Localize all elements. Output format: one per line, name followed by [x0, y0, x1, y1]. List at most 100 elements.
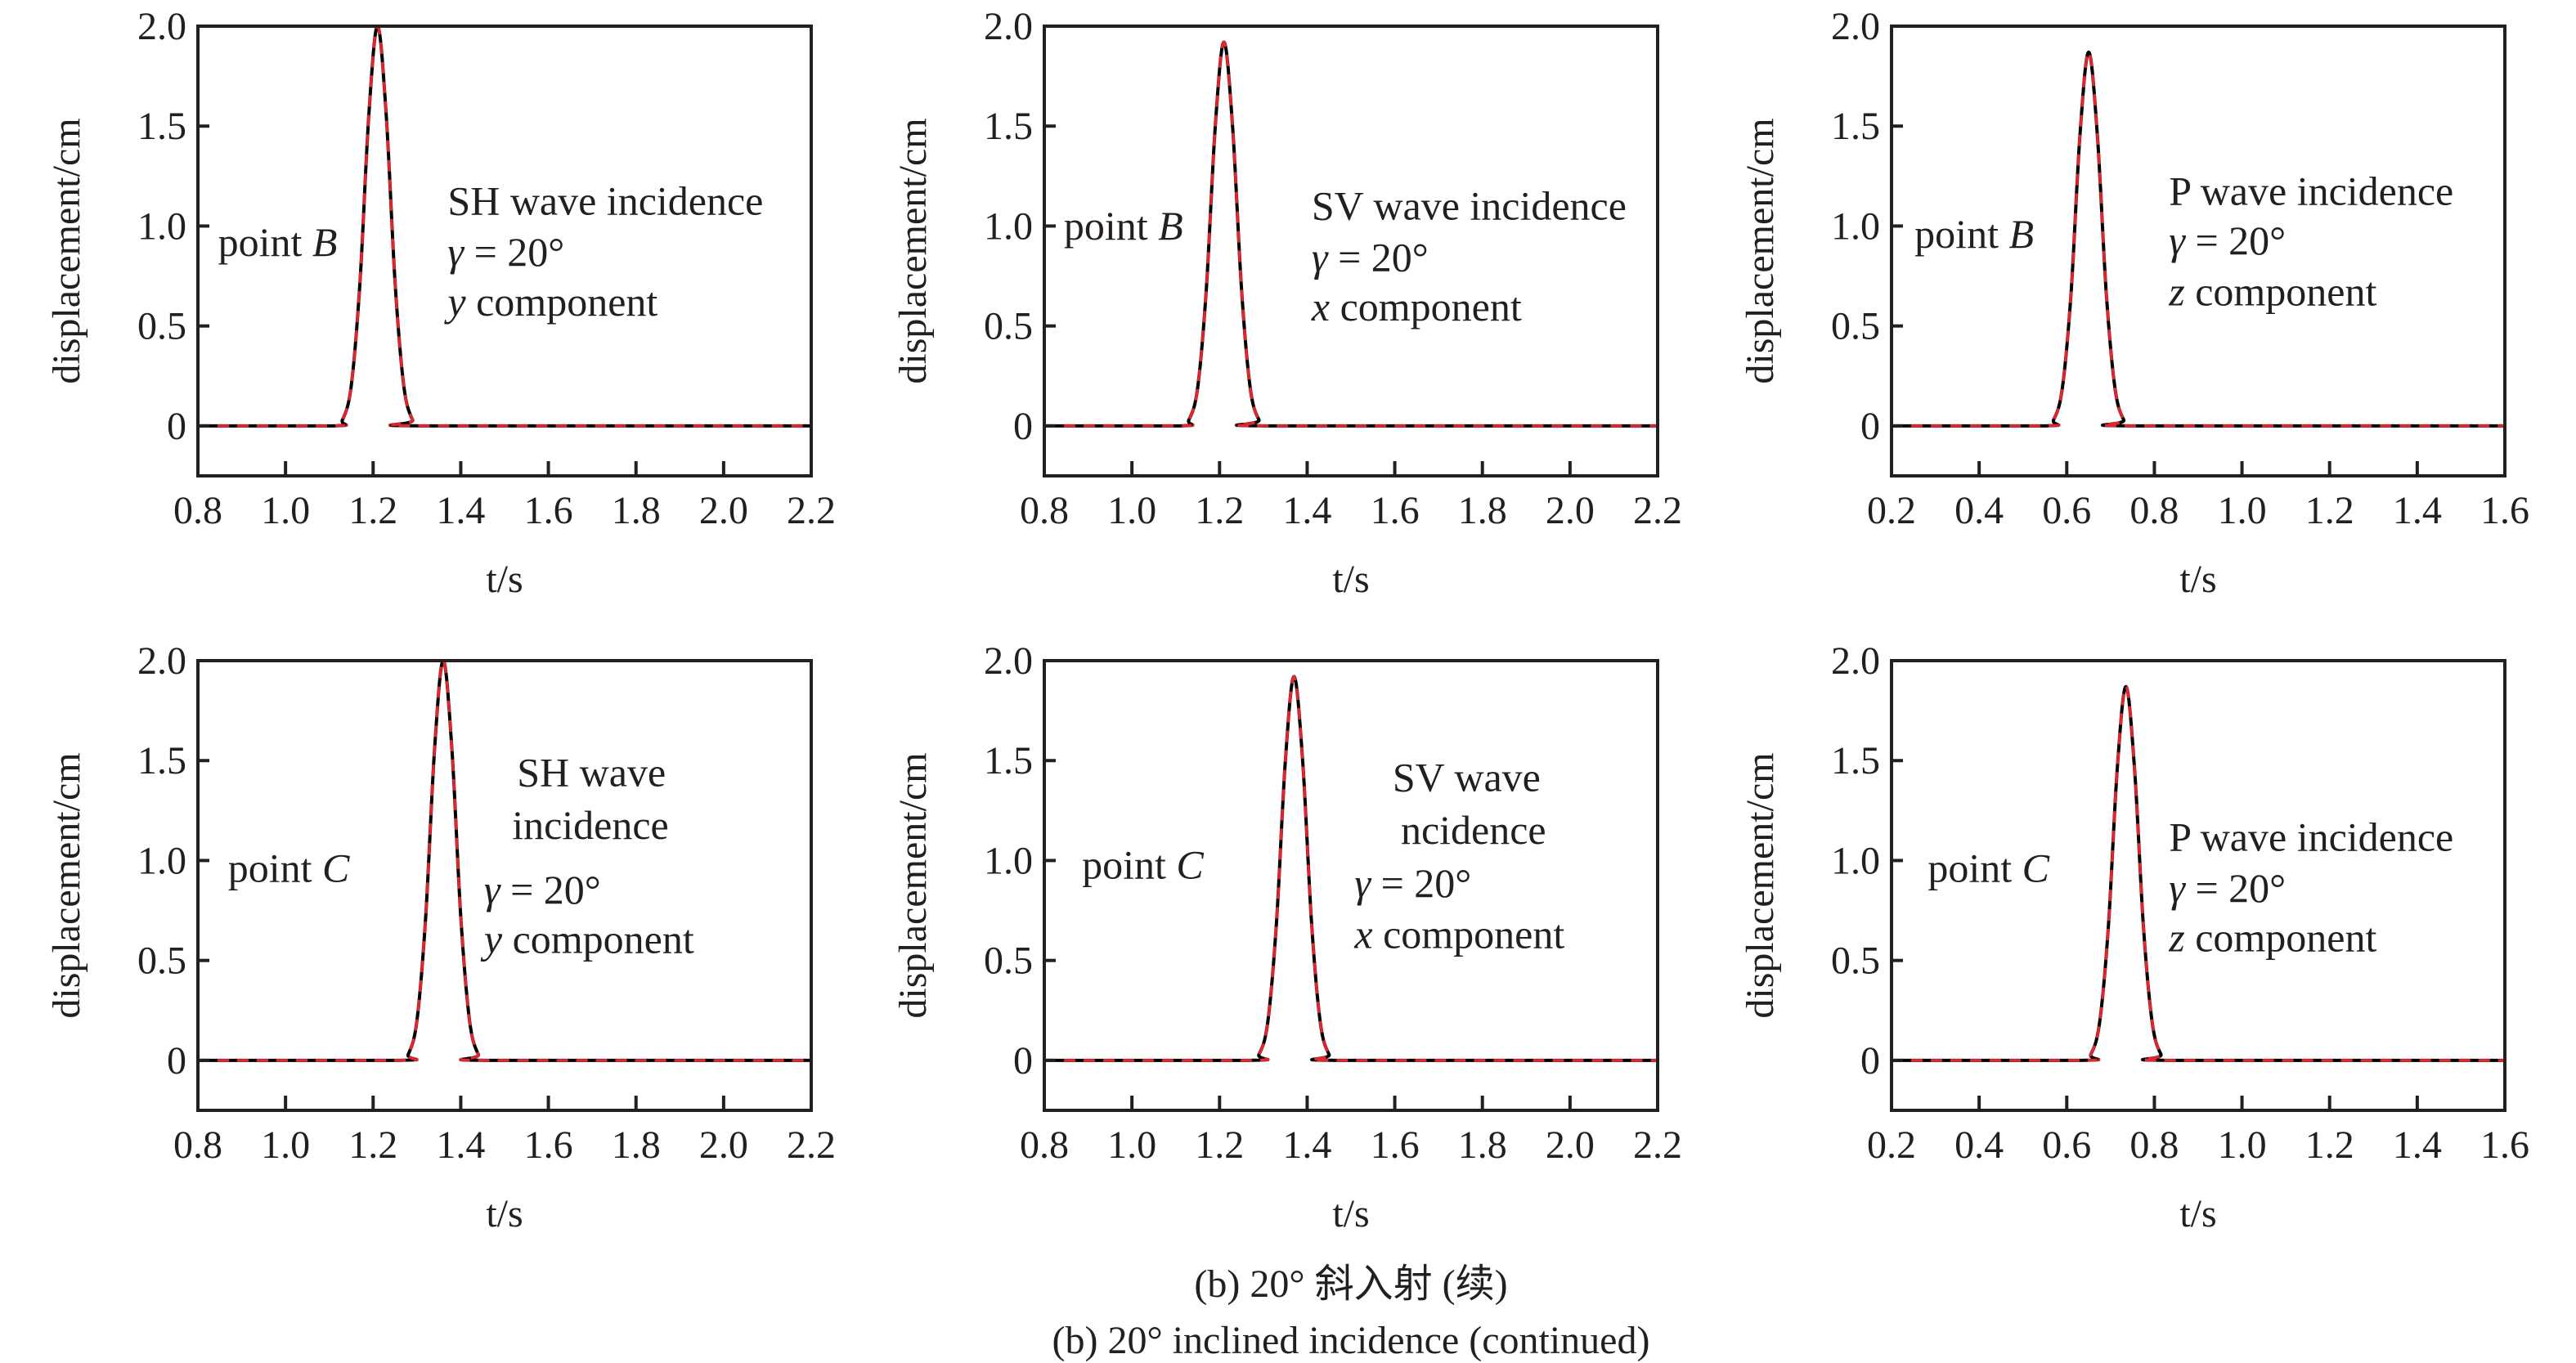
y-tick-label: 0 — [1013, 1039, 1033, 1083]
y-axis-label: displacement/cm — [891, 752, 935, 1018]
annotation-line: SV wave — [1393, 755, 1541, 800]
y-tick-label: 1.5 — [984, 739, 1033, 782]
x-tick-label: 1.0 — [1107, 489, 1156, 532]
x-tick-label: 1.0 — [261, 1123, 310, 1167]
x-tick-label: 1.4 — [436, 1123, 485, 1167]
y-tick-label: 0 — [167, 405, 186, 448]
x-tick-label: 2.2 — [787, 489, 836, 532]
x-tick-label: 0.6 — [2042, 489, 2091, 532]
chart-panel-6: 0 0.5 1.0 1.5 2.0 0.2 0.4 0.6 0.8 1.0 1.2 1.4 1.6 dis… — [1739, 639, 2529, 1235]
x-tick-label: 1.0 — [2218, 489, 2267, 532]
x-axis-label: t/s — [2179, 1192, 2216, 1235]
x-tick-label: 1.6 — [1371, 489, 1420, 532]
y-tick-label: 0 — [1860, 1039, 1880, 1083]
panels: 0 0.5 1.0 1.5 2.0 0.8 1.0 1.2 1.4 1.6 1.8 2.0 2.2 dis… — [45, 5, 2529, 1235]
x-axis-label: t/s — [1332, 558, 1369, 601]
x-tick-label: 0.8 — [2129, 1123, 2179, 1167]
x-tick-label: 1.6 — [524, 1123, 573, 1167]
annotation-line: γ = 20° — [447, 229, 564, 275]
annotation-line: γ = 20° — [1312, 234, 1429, 280]
x-tick-label: 1.4 — [1282, 489, 1331, 532]
annotation-line: SH wave — [517, 750, 666, 796]
annotation-line: SH wave incidence — [447, 178, 763, 224]
y-tick-label: 2.0 — [137, 639, 186, 683]
x-tick-label: 0.8 — [1020, 1123, 1069, 1167]
x-tick-label: 0.8 — [173, 1123, 222, 1167]
annotation-line: P wave incidence — [2169, 814, 2453, 859]
annotation-line: y component — [480, 917, 694, 962]
y-tick-label: 2.0 — [984, 5, 1033, 48]
x-tick-label: 1.2 — [2305, 1123, 2354, 1167]
point-label: point B — [1064, 203, 1183, 249]
x-axis-label: t/s — [486, 558, 523, 601]
x-tick-label: 0.4 — [1954, 489, 2004, 532]
x-tick-label: 2.2 — [1633, 1123, 1682, 1167]
chart-panel-2: 0 0.5 1.0 1.5 2.0 0.8 1.0 1.2 1.4 1.6 1.8 2.0 2.2 dis… — [891, 5, 1682, 601]
annotation-line: γ = 20° — [2169, 217, 2286, 263]
x-axis-label: t/s — [486, 1192, 523, 1235]
series-line-dashed — [1892, 51, 2505, 428]
y-tick-label: 0.5 — [137, 939, 186, 983]
x-tick-label: 1.6 — [2480, 489, 2529, 532]
x-tick-label: 0.8 — [1020, 489, 1069, 532]
y-tick-label: 1.0 — [1831, 204, 1880, 248]
y-tick-label: 0 — [167, 1039, 186, 1083]
series-line-dashed — [198, 25, 811, 428]
y-tick-label: 2.0 — [1831, 639, 1880, 683]
x-tick-label: 2.2 — [1633, 489, 1682, 532]
annotation-line: γ = 20° — [2169, 865, 2286, 911]
y-tick-label: 1.0 — [137, 839, 186, 882]
point-label: point C — [1082, 842, 1204, 888]
x-axis-label: t/s — [2179, 558, 2216, 601]
y-axis-label: displacement/cm — [1739, 118, 1782, 383]
series-line-solid — [1043, 675, 1658, 1062]
point-label: point C — [228, 845, 350, 891]
x-tick-label: 0.4 — [1954, 1123, 2004, 1167]
plot-frame — [196, 659, 813, 1112]
x-tick-label: 1.0 — [261, 489, 310, 532]
x-tick-label: 2.0 — [699, 489, 748, 532]
annotation-line: y component — [443, 279, 657, 325]
y-tick-label: 1.5 — [137, 739, 186, 782]
x-tick-label: 1.4 — [2393, 1123, 2442, 1167]
y-tick-label: 0 — [1860, 405, 1880, 448]
x-tick-label: 0.6 — [2042, 1123, 2091, 1167]
x-tick-label: 1.8 — [1458, 489, 1507, 532]
x-tick-label: 1.0 — [1107, 1123, 1156, 1167]
x-tick-label: 1.0 — [2218, 1123, 2267, 1167]
chart-panel-5: 0 0.5 1.0 1.5 2.0 0.8 1.0 1.2 1.4 1.6 1.8 2.0 2.2 dis… — [891, 639, 1682, 1235]
x-tick-label: 1.8 — [1458, 1123, 1507, 1167]
series-line-dashed — [197, 659, 811, 1062]
y-tick-label: 0.5 — [1831, 939, 1880, 983]
x-tick-label: 0.8 — [2129, 489, 2179, 532]
x-tick-label: 1.2 — [2305, 489, 2354, 532]
caption-chinese: (b) 20° 斜入射 (续) — [1194, 1262, 1507, 1306]
plot-frame — [1043, 25, 1659, 477]
x-tick-label: 1.6 — [524, 489, 573, 532]
y-tick-label: 0.5 — [984, 939, 1033, 983]
y-axis-label: displacement/cm — [45, 752, 88, 1018]
x-tick-label: 1.2 — [1195, 489, 1244, 532]
x-tick-label: 1.2 — [348, 489, 397, 532]
series-line-dashed — [1891, 685, 2505, 1062]
x-tick-label: 0.2 — [1867, 489, 1916, 532]
annotation-line: ncidence — [1401, 807, 1546, 853]
x-tick-label: 2.0 — [1546, 489, 1595, 532]
x-tick-label: 0.8 — [173, 489, 222, 532]
y-tick-label: 1.0 — [137, 204, 186, 248]
x-tick-label: 1.4 — [436, 489, 485, 532]
point-label: point B — [218, 219, 338, 265]
x-axis-label: t/s — [1332, 1192, 1369, 1235]
x-tick-label: 1.4 — [1282, 1123, 1331, 1167]
y-axis-label: displacement/cm — [45, 118, 88, 383]
annotation-line: x component — [1311, 284, 1522, 330]
y-axis-label: displacement/cm — [891, 118, 935, 383]
plot-frame — [196, 25, 813, 477]
chart-panel-3: 0 0.5 1.0 1.5 2.0 0.2 0.4 0.6 0.8 1.0 1.2 1.4 1.6 dis… — [1739, 5, 2529, 601]
annotation-line: z component — [2168, 915, 2376, 961]
y-tick-label: 2.0 — [984, 639, 1033, 683]
y-tick-label: 1.0 — [984, 839, 1033, 882]
y-tick-label: 1.5 — [1831, 105, 1880, 148]
y-axis-label: displacement/cm — [1739, 752, 1782, 1018]
y-tick-label: 1.5 — [137, 105, 186, 148]
